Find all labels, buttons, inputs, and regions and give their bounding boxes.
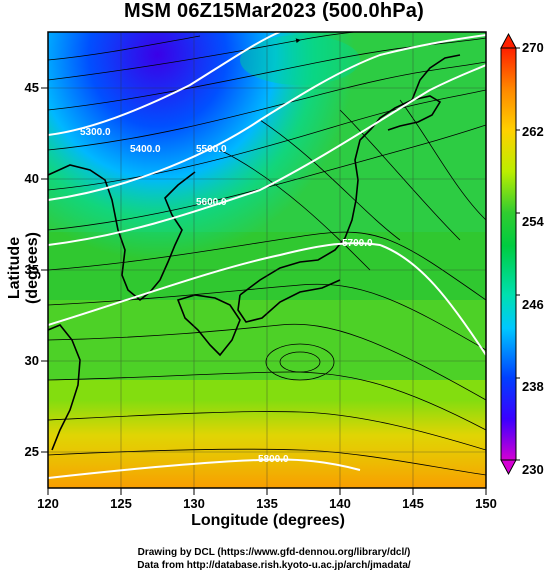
colorbar-tick-label: 246: [522, 297, 544, 312]
footer-credit-drawing: Drawing by DCL (https://www.gfd-dennou.o…: [137, 547, 411, 558]
wind-streamlines: [48, 32, 486, 476]
page-title: MSM 06Z15Mar2023 (500.0hPa): [124, 0, 424, 22]
colorbar: 230 238 246 254 262 270: [500, 32, 544, 477]
graticule: [48, 32, 486, 488]
y-tick-label: 25: [25, 444, 39, 459]
contour-label: 5700.0: [342, 238, 373, 249]
colorbar-tick-label: 270: [522, 40, 544, 55]
colorbar-min-arrow: [500, 459, 517, 476]
contour-label: 5600.0: [196, 197, 227, 208]
x-tick-label: 150: [475, 496, 497, 511]
y-tick-label: 30: [25, 353, 39, 368]
colorbar-tick-label: 254: [522, 214, 544, 229]
contour-label: 5500.0: [196, 144, 227, 155]
x-tick-label: 130: [183, 496, 205, 511]
y-tick-label: 35: [25, 262, 39, 277]
height-contours: [48, 32, 486, 479]
y-axis-label: Latitude (degrees): [6, 231, 41, 305]
y-axis: [41, 87, 48, 453]
coastlines: [48, 54, 461, 451]
y-tick-label: 45: [25, 80, 39, 95]
x-tick-label: 135: [256, 496, 278, 511]
x-tick-label: 120: [37, 496, 59, 511]
colorbar-max-arrow: [500, 32, 517, 49]
temperature-field: 5300.0 5400.0 5500.0 5600.0 5700.0 5800.…: [48, 32, 486, 488]
x-axis: [47, 488, 487, 495]
colorbar-tick-label: 238: [522, 379, 544, 394]
footer-credit-data: Data from http://database.rish.kyoto-u.a…: [137, 560, 411, 571]
contour-label: 5800.0: [258, 454, 289, 465]
x-axis-label: Longitude (degrees): [191, 512, 345, 529]
colorbar-tick-label: 262: [522, 124, 544, 139]
y-tick-label: 40: [25, 171, 39, 186]
x-tick-label: 140: [329, 496, 351, 511]
colorbar-tick-label: 230: [522, 462, 544, 477]
contour-label: 5300.0: [80, 127, 111, 138]
contour-label: 5400.0: [130, 144, 161, 155]
contour-labels: 5300.0 5400.0 5500.0 5600.0 5700.0 5800.…: [80, 127, 373, 465]
x-tick-label: 125: [110, 496, 132, 511]
x-tick-label: 145: [402, 496, 424, 511]
